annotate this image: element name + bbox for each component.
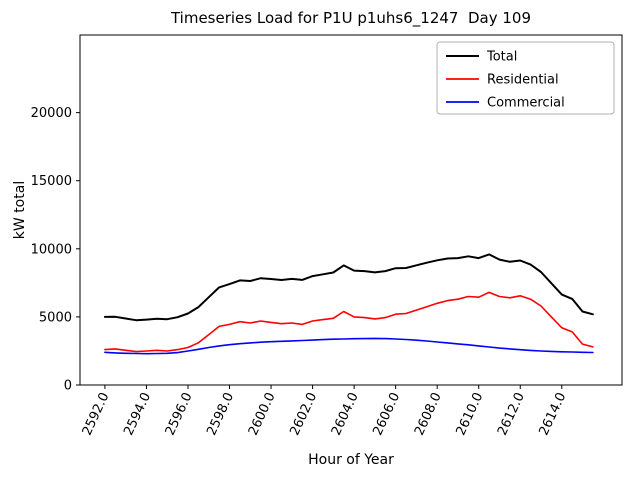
series-line-total <box>103 253 594 322</box>
legend-label-residential: Residential <box>487 73 559 88</box>
y-axis-label: kW total <box>12 181 28 239</box>
y-tick-label: 10000 <box>31 242 72 257</box>
legend-label-commercial: Commercial <box>487 96 565 111</box>
y-tick-label: 5000 <box>39 310 72 325</box>
y-tick-label: 0 <box>64 379 72 394</box>
chart-title: Timeseries Load for P1U p1uhs6_1247 Day … <box>170 9 531 28</box>
series-lines <box>103 253 594 355</box>
y-axis-ticks: 0 5000 10000 15000 20000 <box>31 106 80 394</box>
legend-box <box>436 41 615 115</box>
x-axis-label: Hour of Year <box>308 452 394 468</box>
legend-label-total: Total <box>486 50 517 65</box>
legend: Total Residential Commercial <box>436 41 615 115</box>
y-tick-label: 20000 <box>31 106 72 121</box>
series-line-commercial <box>104 337 594 355</box>
y-tick-label: 15000 <box>31 174 72 189</box>
series-line-residential <box>104 291 594 353</box>
